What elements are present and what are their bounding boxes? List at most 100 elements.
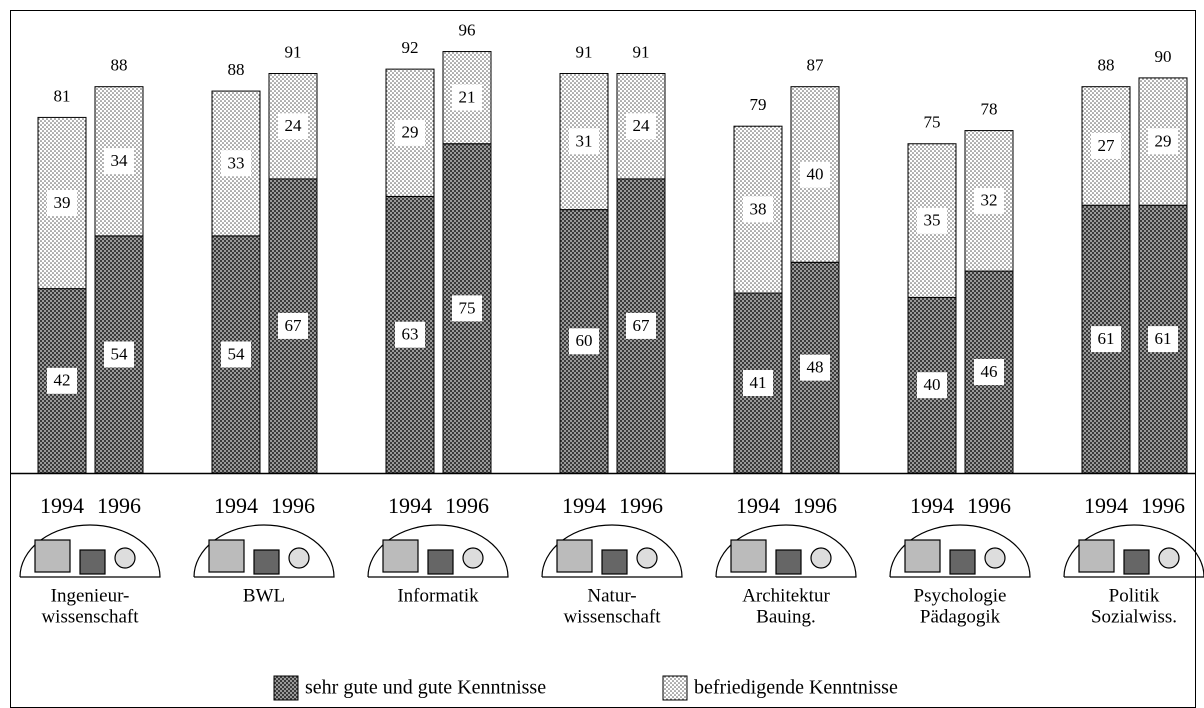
value-label-box	[278, 113, 308, 140]
icon-shape	[810, 547, 832, 569]
icon-shape	[556, 539, 593, 573]
group-label: Pädagogik	[920, 606, 1001, 627]
value-label: 63	[402, 325, 419, 344]
icon-outline	[193, 524, 335, 578]
value-label: 31	[576, 131, 593, 150]
group-label: Bauing.	[756, 606, 816, 627]
value-label: 60	[576, 331, 593, 350]
total-label: 91	[285, 42, 302, 61]
value-label-box	[974, 187, 1004, 214]
icon-shape	[427, 549, 454, 575]
icon-shape	[114, 547, 136, 569]
value-label: 21	[459, 88, 476, 107]
value-label: 27	[1098, 136, 1116, 155]
group-label: Informatik	[397, 585, 479, 606]
icon-shape	[775, 549, 802, 575]
value-label-box	[47, 190, 77, 217]
value-label: 24	[285, 116, 303, 135]
value-label: 61	[1155, 329, 1172, 348]
icon-shape	[1158, 547, 1180, 569]
total-label: 88	[1098, 56, 1115, 75]
group-label: wissenschaft	[41, 606, 139, 627]
x-tick-label: 1994	[910, 493, 954, 518]
group-label: Sozialwiss.	[1091, 606, 1177, 627]
total-label: 78	[981, 99, 998, 118]
icon-outline	[367, 524, 509, 578]
value-label: 29	[1155, 131, 1172, 150]
value-label-box	[1148, 326, 1178, 353]
x-tick-label: 1994	[1084, 493, 1128, 518]
value-label: 61	[1098, 329, 1115, 348]
total-label: 91	[633, 42, 650, 61]
total-label: 79	[750, 95, 767, 114]
value-label: 67	[633, 316, 651, 335]
value-label: 38	[750, 200, 767, 219]
value-label: 39	[54, 193, 71, 212]
value-label-box	[452, 295, 482, 322]
value-label-box	[569, 328, 599, 355]
value-label-box	[395, 321, 425, 348]
value-label: 40	[924, 375, 941, 394]
icon-shape	[462, 547, 484, 569]
total-label: 91	[576, 42, 593, 61]
value-label-box	[221, 341, 251, 368]
icon-shape	[1123, 549, 1150, 575]
value-label-box	[626, 312, 656, 339]
value-label: 29	[402, 123, 419, 142]
value-label-box	[917, 207, 947, 234]
x-tick-label: 1996	[97, 493, 141, 518]
icon-shape	[636, 547, 658, 569]
x-tick-label: 1996	[271, 493, 315, 518]
x-tick-label: 1996	[619, 493, 663, 518]
value-label: 34	[111, 151, 129, 170]
x-tick-label: 1996	[967, 493, 1011, 518]
icon-shape	[34, 539, 71, 573]
bar-segment	[616, 73, 666, 180]
total-label: 88	[111, 56, 128, 75]
group-label: Politik	[1109, 585, 1160, 606]
total-label: 87	[807, 56, 825, 75]
value-label: 32	[981, 191, 998, 210]
group-label: Natur-	[587, 585, 636, 606]
icon-shape	[288, 547, 310, 569]
icon-outline	[1063, 524, 1204, 578]
group-label: Architektur	[742, 585, 830, 606]
x-tick-label: 1996	[445, 493, 489, 518]
value-label-box	[278, 312, 308, 339]
icon-shape	[382, 539, 419, 573]
icon-outline	[889, 524, 1031, 578]
total-label: 75	[924, 113, 941, 132]
icon-outline	[19, 524, 161, 578]
value-label-box	[452, 84, 482, 111]
group-label: Psychologie	[914, 585, 1007, 606]
legend-label: sehr gute und gute Kenntnisse	[305, 677, 546, 699]
x-tick-label: 1994	[562, 493, 606, 518]
value-label-box	[917, 372, 947, 399]
icon-shape	[601, 549, 628, 575]
value-label-box	[1091, 326, 1121, 353]
group-label: wissenschaft	[563, 606, 661, 627]
value-label: 41	[750, 373, 767, 392]
value-label-box	[104, 148, 134, 175]
icon-outline	[715, 524, 857, 578]
total-label: 96	[459, 20, 476, 39]
value-label: 35	[924, 210, 941, 229]
value-label: 24	[633, 116, 651, 135]
value-label: 33	[228, 153, 245, 172]
x-tick-label: 1994	[40, 493, 84, 518]
x-tick-label: 1994	[736, 493, 780, 518]
group-label: BWL	[243, 585, 285, 606]
value-label: 54	[111, 344, 129, 363]
value-label: 46	[981, 362, 998, 381]
icon-shape	[208, 539, 245, 573]
value-label-box	[1091, 132, 1121, 159]
value-label-box	[800, 354, 830, 381]
icon-shape	[949, 549, 976, 575]
value-label-box	[104, 341, 134, 368]
value-label-box	[800, 161, 830, 188]
x-tick-label: 1996	[1141, 493, 1185, 518]
legend-label: befriedigende Kenntnisse	[694, 677, 898, 699]
total-label: 88	[228, 60, 245, 79]
value-label-box	[743, 370, 773, 397]
